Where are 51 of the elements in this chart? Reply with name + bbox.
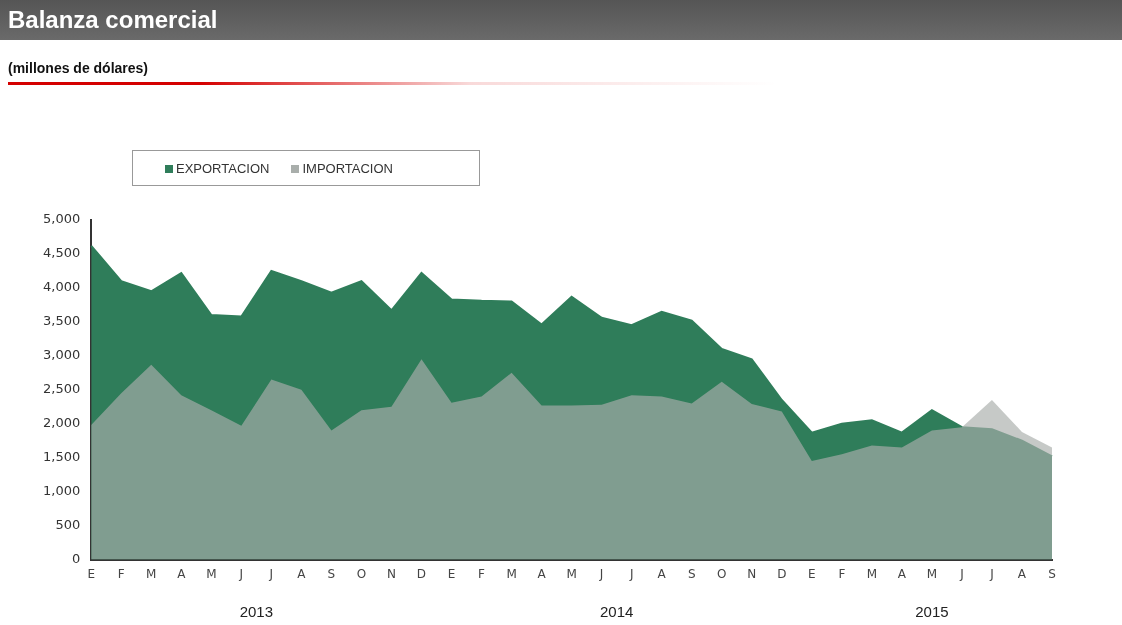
x-tick-label: D: [777, 566, 787, 581]
chart-subtitle: (millones de dólares): [8, 60, 149, 76]
x-tick-label: E: [447, 566, 456, 581]
x-tick-label: D: [416, 566, 427, 581]
x-tick-label: S: [1048, 566, 1056, 581]
y-tick-label: 1,500: [43, 449, 81, 465]
x-tick-label: O: [717, 566, 727, 581]
x-tick-label: F: [838, 566, 846, 581]
y-tick-label: 4,500: [43, 245, 81, 261]
x-tick-label: N: [386, 566, 396, 581]
x-tick-label: M: [866, 566, 878, 581]
x-tick-label: J: [238, 566, 244, 581]
x-tick-label: J: [268, 566, 274, 581]
x-tick-label: N: [747, 566, 757, 581]
legend-label: IMPORTACION: [301, 160, 393, 176]
x-tick-label: F: [117, 566, 125, 581]
x-tick-label: M: [146, 566, 157, 581]
y-tick-label: 2,000: [43, 415, 81, 431]
y-tick-label: 0: [71, 550, 81, 566]
x-tick-label: S: [687, 566, 696, 581]
x-tick-label: A: [657, 566, 667, 581]
x-tick-label: J: [959, 566, 964, 581]
x-tick-label: M: [926, 566, 938, 581]
x-tick-label: F: [478, 566, 486, 581]
x-tick-label: S: [327, 566, 336, 581]
x-tick-label: J: [598, 566, 604, 581]
x-tick-label: A: [537, 566, 547, 581]
y-tick-label: 5,000: [43, 211, 81, 227]
x-tick-label: M: [566, 566, 577, 581]
text: 2015: [915, 603, 949, 620]
x-tick-label: M: [206, 566, 217, 581]
x-tick-label: A: [1017, 566, 1027, 581]
text: 2014: [599, 603, 634, 620]
x-tick-label: A: [897, 566, 907, 581]
x-tick-label: A: [297, 566, 307, 581]
y-tick-label: 2,500: [43, 381, 81, 397]
x-tick-label: A: [177, 566, 187, 581]
legend-label: EXPORTACION: [175, 160, 270, 176]
chart-title: Balanza comercial: [0, 0, 1122, 40]
x-tick-label: O: [356, 566, 367, 581]
y-tick-label: 3,000: [43, 347, 81, 363]
text: 2013: [239, 603, 274, 620]
x-tick-label: J: [989, 566, 994, 581]
x-tick-label: J: [628, 566, 634, 581]
x-tick-label: E: [87, 566, 96, 581]
y-tick-label: 3,500: [43, 313, 81, 329]
x-tick-label: E: [808, 566, 816, 581]
y-tick-label: 4,000: [43, 279, 81, 295]
y-tick-label: 1,000: [43, 483, 81, 499]
y-tick-label: 500: [55, 517, 81, 533]
x-tick-label: M: [506, 566, 517, 581]
